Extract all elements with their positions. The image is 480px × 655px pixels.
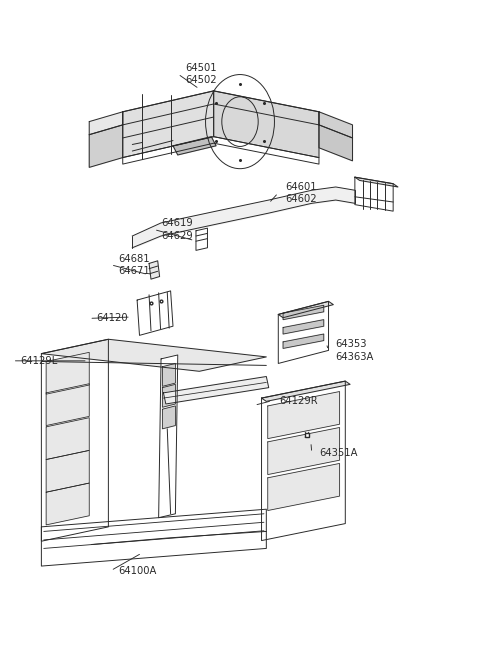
Polygon shape bbox=[283, 320, 324, 334]
Polygon shape bbox=[278, 301, 333, 318]
Text: 64351A: 64351A bbox=[319, 448, 358, 458]
Polygon shape bbox=[123, 91, 214, 158]
Polygon shape bbox=[123, 91, 319, 125]
Polygon shape bbox=[268, 392, 339, 439]
Polygon shape bbox=[319, 125, 352, 161]
Text: 64619
64629: 64619 64629 bbox=[161, 218, 193, 240]
Polygon shape bbox=[163, 377, 269, 404]
Polygon shape bbox=[89, 112, 123, 135]
Polygon shape bbox=[262, 381, 345, 540]
Polygon shape bbox=[149, 261, 159, 279]
Polygon shape bbox=[196, 228, 207, 250]
Polygon shape bbox=[41, 339, 108, 541]
Polygon shape bbox=[319, 112, 352, 138]
Polygon shape bbox=[283, 334, 324, 348]
Polygon shape bbox=[162, 384, 175, 407]
Polygon shape bbox=[137, 291, 173, 335]
Polygon shape bbox=[46, 418, 89, 460]
Polygon shape bbox=[41, 339, 266, 371]
Polygon shape bbox=[46, 352, 89, 394]
Polygon shape bbox=[283, 305, 324, 320]
Polygon shape bbox=[173, 137, 216, 155]
Polygon shape bbox=[268, 464, 339, 510]
Polygon shape bbox=[262, 381, 350, 402]
Text: 64601
64602: 64601 64602 bbox=[286, 181, 317, 204]
Text: 64120: 64120 bbox=[96, 313, 128, 324]
Polygon shape bbox=[89, 125, 123, 168]
Text: 64501
64502: 64501 64502 bbox=[185, 63, 216, 85]
Polygon shape bbox=[46, 384, 89, 426]
Text: 64129R: 64129R bbox=[279, 396, 318, 405]
Polygon shape bbox=[278, 301, 328, 364]
Polygon shape bbox=[162, 406, 175, 429]
Text: 64100A: 64100A bbox=[118, 566, 156, 576]
Polygon shape bbox=[214, 91, 319, 158]
Polygon shape bbox=[123, 137, 319, 164]
Text: 64681
64671: 64681 64671 bbox=[118, 253, 150, 276]
Polygon shape bbox=[162, 364, 175, 386]
Polygon shape bbox=[46, 483, 89, 525]
Polygon shape bbox=[46, 451, 89, 492]
Text: 64353
64363A: 64353 64363A bbox=[336, 339, 374, 362]
Polygon shape bbox=[41, 509, 266, 566]
Polygon shape bbox=[355, 177, 393, 211]
Polygon shape bbox=[158, 355, 178, 517]
Polygon shape bbox=[355, 177, 398, 187]
Text: 64129L: 64129L bbox=[20, 356, 57, 366]
Polygon shape bbox=[268, 428, 339, 475]
